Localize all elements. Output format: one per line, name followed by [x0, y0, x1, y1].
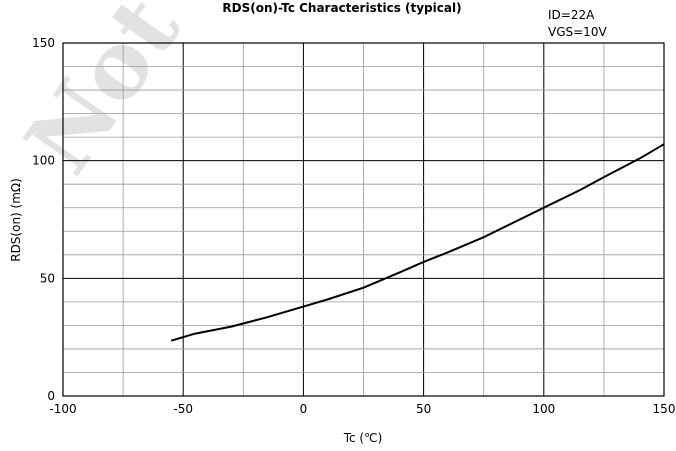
- plot-frame: [62, 42, 665, 397]
- tick-labels: -100 -50 0 50 100 150 0 50 100 150: [32, 36, 675, 416]
- y-tick-label: 150: [32, 36, 55, 50]
- x-tick-label: -50: [173, 402, 193, 416]
- x-tick-label: 50: [416, 402, 431, 416]
- y-axis-label: RDS(on) (mΩ): [9, 178, 23, 262]
- chart-title: RDS(on)-Tc Characteristics (typical): [222, 1, 461, 15]
- series-line: [170, 143, 665, 342]
- condition-vgs: VGS=10V: [548, 25, 607, 39]
- x-tick-label: 0: [300, 402, 308, 416]
- y-tick-label: 100: [32, 154, 55, 168]
- series-layer: [170, 143, 665, 342]
- y-tick-label: 50: [40, 271, 55, 285]
- grid: [63, 43, 664, 396]
- x-tick-label: -100: [49, 402, 76, 416]
- x-tick-label: 100: [532, 402, 555, 416]
- x-tick-label: 150: [653, 402, 676, 416]
- y-tick-label: 0: [47, 389, 55, 403]
- x-axis-label: Tc (℃): [343, 431, 383, 445]
- condition-id: ID=22A: [548, 8, 595, 22]
